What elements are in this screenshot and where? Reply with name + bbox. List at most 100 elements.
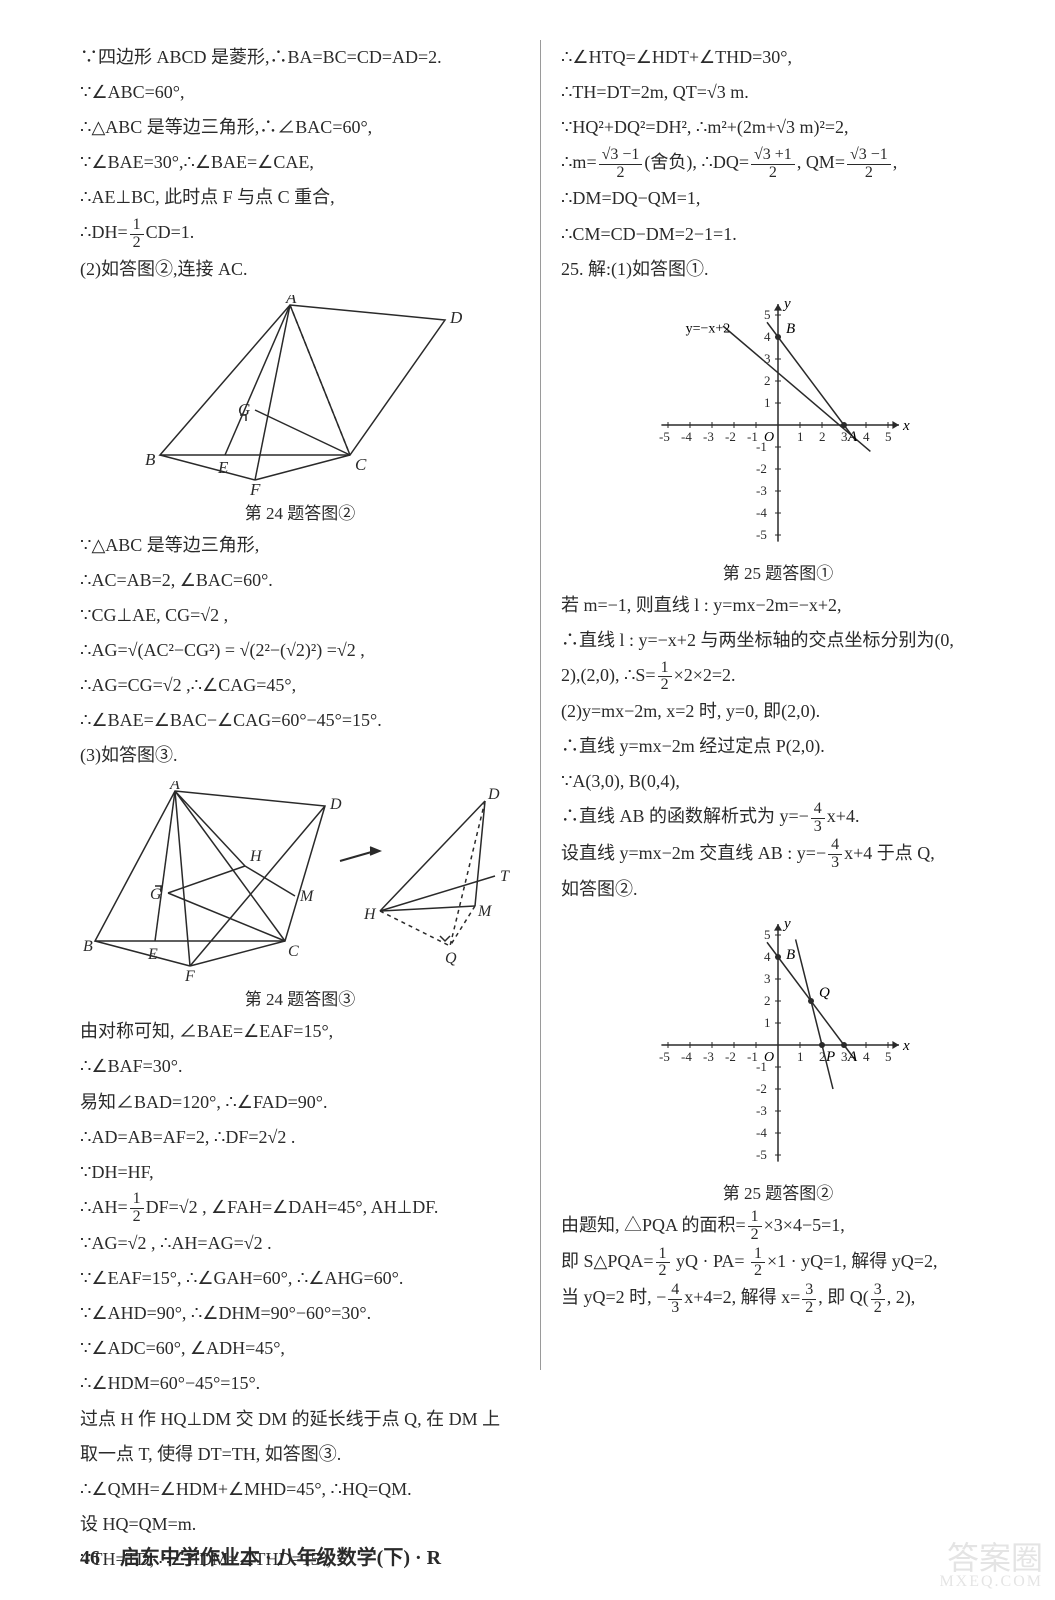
text: ∴TH=DT=2m, QT=√3 m. — [561, 75, 995, 110]
text: ∴∠HDM=60°−45°=15°. — [80, 1366, 520, 1401]
svg-text:A: A — [847, 429, 858, 445]
svg-text:2: 2 — [819, 429, 826, 444]
svg-text:B: B — [83, 938, 93, 955]
svg-text:-3: -3 — [703, 429, 714, 444]
svg-text:D: D — [329, 796, 342, 813]
svg-text:-2: -2 — [725, 1049, 736, 1064]
text: ∵∠ABC=60°, — [80, 75, 520, 110]
svg-text:y: y — [782, 916, 791, 932]
svg-text:Q: Q — [445, 950, 457, 967]
svg-text:y=−x+2: y=−x+2 — [686, 321, 731, 336]
text: ∵∠EAF=15°, ∴∠GAH=60°, ∴∠AHG=60°. — [80, 1261, 520, 1296]
svg-text:-4: -4 — [681, 429, 692, 444]
text: ∵CG⊥AE, CG=√2 , — [80, 598, 520, 633]
coordinate-chart: -5-4-3-2-112345-5-4-3-2-112345OxyBAPQ — [598, 915, 958, 1175]
text: ∵四边形 ABCD 是菱形,∴BA=BC=CD=AD=2. — [80, 40, 520, 75]
text: 过点 H 作 HQ⊥DM 交 DM 的延长线于点 Q, 在 DM 上 — [80, 1402, 520, 1437]
column-divider — [540, 40, 541, 1370]
svg-text:B: B — [145, 450, 156, 469]
text: ∴∠HTQ=∠HDT+∠THD=30°, — [561, 40, 995, 75]
svg-text:y: y — [782, 296, 791, 312]
svg-text:O: O — [764, 1050, 774, 1065]
svg-text:2: 2 — [764, 373, 771, 388]
text: 由题知, △PQA 的面积=12×3×4−5=1, — [561, 1208, 995, 1244]
watermark: 答案圈 MXEQ.COM — [939, 1542, 1043, 1590]
text: ∴直线 l : y=−x+2 与两坐标轴的交点坐标分别为(0, — [561, 623, 995, 658]
text: ∵AG=√2 , ∴AH=AG=√2 . — [80, 1226, 520, 1261]
text: 设直线 y=mx−2m 交直线 AB : y=−43x+4 于点 Q, — [561, 836, 995, 872]
text: ∵DH=HF, — [80, 1155, 520, 1190]
text: 2),(2,0), ∴S=12×2×2=2. — [561, 658, 995, 694]
text: ∴AG=CG=√2 ,∴∠CAG=45°, — [80, 668, 520, 703]
text: 当 yQ=2 时, −43x+4=2, 解得 x=32, 即 Q(32, 2), — [561, 1280, 995, 1316]
text: ∴m=√3 −12(舍负), ∴DQ=√3 +12, QM=√3 −12, — [561, 145, 995, 181]
svg-text:1: 1 — [797, 429, 804, 444]
page-footer: 46 启东中学作业本 · 八年级数学(下) · R — [80, 1541, 441, 1570]
svg-text:Q: Q — [819, 985, 830, 1001]
text: 25. 解:(1)如答图①. — [561, 252, 995, 287]
figure-24-2: A D B C E F G 第 24 题答图② — [80, 295, 520, 524]
svg-text:-3: -3 — [756, 1103, 767, 1118]
svg-text:4: 4 — [863, 429, 870, 444]
text: ∵∠ADC=60°, ∠ADH=45°, — [80, 1331, 520, 1366]
text: 由对称可知, ∠BAE=∠EAF=15°, — [80, 1014, 520, 1049]
svg-text:H: H — [249, 848, 263, 865]
svg-text:5: 5 — [885, 429, 892, 444]
right-column: ∴∠HTQ=∠HDT+∠THD=30°, ∴TH=DT=2m, QT=√3 m.… — [561, 40, 995, 1500]
text: ∴直线 AB 的函数解析式为 y=−43x+4. — [561, 799, 995, 835]
svg-text:D: D — [487, 786, 500, 803]
geometry-diagram: A D B C E F G — [130, 295, 470, 495]
svg-text:T: T — [500, 868, 510, 885]
svg-text:5: 5 — [764, 307, 771, 322]
coordinate-chart: -5-4-3-2-112345-5-4-3-2-112345OxyBAy=−x+… — [598, 295, 958, 555]
text: ∴∠BAF=30°. — [80, 1049, 520, 1084]
text: ∵A(3,0), B(0,4), — [561, 764, 995, 799]
svg-text:3: 3 — [764, 971, 771, 986]
caption: 第 24 题答图③ — [245, 985, 356, 1010]
text: ∵∠AHD=90°, ∴∠DHM=90°−60°=30°. — [80, 1296, 520, 1331]
svg-text:1: 1 — [764, 395, 771, 410]
svg-text:H: H — [363, 906, 377, 923]
svg-text:-2: -2 — [756, 1081, 767, 1096]
text: ∴AD=AB=AF=2, ∴DF=2√2 . — [80, 1120, 520, 1155]
text: ∵△ABC 是等边三角形, — [80, 528, 520, 563]
text: ∴AG=√(AC²−CG²) = √(2²−(√2)²) =√2 , — [80, 633, 520, 668]
svg-text:-2: -2 — [725, 429, 736, 444]
text: (3)如答图③. — [80, 738, 520, 773]
text: 即 S△PQA=12 yQ · PA= 12×1 · yQ=1, 解得 yQ=2… — [561, 1244, 995, 1280]
svg-text:-4: -4 — [756, 505, 767, 520]
text: ∴AC=AB=2, ∠BAC=60°. — [80, 563, 520, 598]
text: 设 HQ=QM=m. — [80, 1507, 520, 1542]
svg-text:4: 4 — [863, 1049, 870, 1064]
svg-text:C: C — [355, 455, 367, 474]
svg-text:F: F — [249, 480, 261, 495]
svg-text:1: 1 — [764, 1015, 771, 1030]
text: ∴△ABC 是等边三角形,∴∠BAC=60°, — [80, 110, 520, 145]
figure-25-2: -5-4-3-2-112345-5-4-3-2-112345OxyBAPQ 第 … — [561, 915, 995, 1204]
left-column: ∵四边形 ABCD 是菱形,∴BA=BC=CD=AD=2. ∵∠ABC=60°,… — [80, 40, 520, 1500]
svg-text:E: E — [147, 946, 158, 963]
svg-text:-2: -2 — [756, 461, 767, 476]
figure-25-1: -5-4-3-2-112345-5-4-3-2-112345OxyBAy=−x+… — [561, 295, 995, 584]
svg-text:4: 4 — [764, 949, 771, 964]
text: ∴AE⊥BC, 此时点 F 与点 C 重合, — [80, 180, 520, 215]
svg-text:D: D — [449, 308, 463, 327]
svg-text:A: A — [847, 1049, 858, 1065]
svg-text:2: 2 — [764, 993, 771, 1008]
svg-text:1: 1 — [797, 1049, 804, 1064]
svg-text:A: A — [285, 295, 297, 307]
text: 如答图②. — [561, 872, 995, 907]
text: ∴直线 y=mx−2m 经过定点 P(2,0). — [561, 729, 995, 764]
text: 若 m=−1, 则直线 l : y=mx−2m=−x+2, — [561, 588, 995, 623]
caption: 第 25 题答图① — [723, 559, 834, 584]
svg-text:G: G — [150, 886, 162, 903]
text: ∵∠BAE=30°,∴∠BAE=∠CAE, — [80, 145, 520, 180]
svg-text:-5: -5 — [659, 429, 670, 444]
svg-text:M: M — [299, 888, 315, 905]
svg-text:C: C — [288, 943, 299, 960]
text: ∵HQ²+DQ²=DH², ∴m²+(2m+√3 m)²=2, — [561, 110, 995, 145]
text: ∴∠QMH=∠HDM+∠MHD=45°, ∴HQ=QM. — [80, 1472, 520, 1507]
svg-text:3: 3 — [841, 1049, 848, 1064]
text: (2)如答图②,连接 AC. — [80, 252, 520, 287]
svg-text:-3: -3 — [756, 483, 767, 498]
